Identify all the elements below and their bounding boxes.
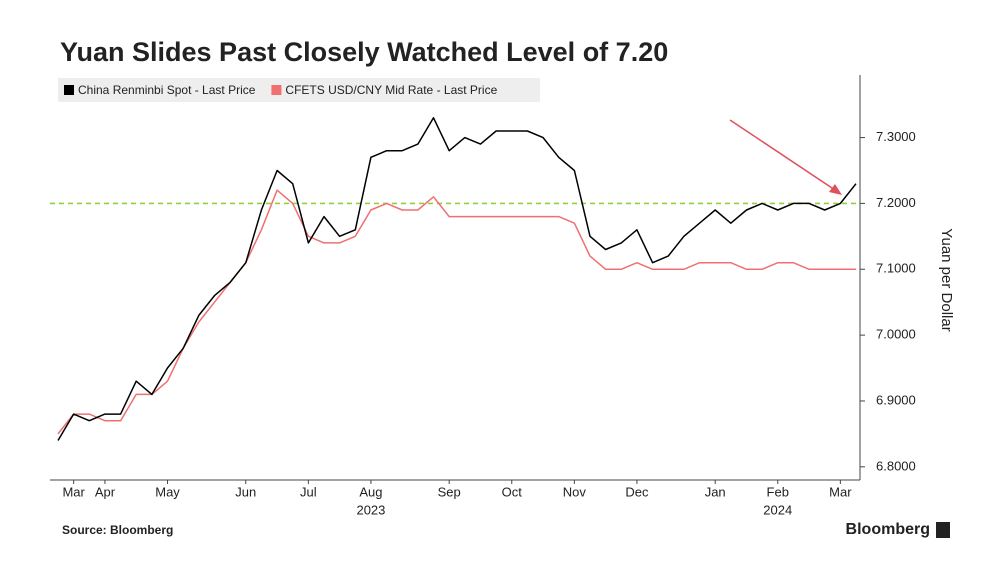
legend-swatch: [64, 85, 74, 95]
x-tick-label: Jun: [235, 484, 256, 499]
annotation-arrow: [729, 119, 839, 193]
x-tick-label: Oct: [502, 484, 523, 499]
x-tick-label: Apr: [95, 484, 116, 499]
x-tick-label: Mar: [62, 484, 85, 499]
y-axis-label: Yuan per Dollar: [938, 228, 955, 331]
chart-title: Yuan Slides Past Closely Watched Level o…: [60, 37, 668, 67]
x-tick-label: Aug: [359, 484, 382, 499]
y-tick-label: 7.1000: [876, 261, 916, 276]
x-tick-label: Feb: [767, 484, 789, 499]
x-tick-label: Jul: [300, 484, 317, 499]
y-tick-label: 6.9000: [876, 392, 916, 407]
x-tick-label: Sep: [438, 484, 461, 499]
legend-label: CFETS USD/CNY Mid Rate - Last Price: [285, 83, 497, 97]
arrow-head: [829, 184, 842, 195]
brand-icon: [936, 522, 950, 538]
brand: Bloomberg: [846, 521, 930, 538]
legend-label: China Renminbi Spot - Last Price: [78, 83, 256, 97]
year-label: 2023: [356, 502, 385, 517]
series-line: [57, 189, 856, 435]
x-tick-label: May: [155, 484, 180, 499]
y-tick-label: 7.0000: [876, 327, 916, 342]
source: Source: Bloomberg: [62, 523, 173, 537]
y-tick-label: 7.3000: [876, 129, 916, 144]
x-tick-label: Nov: [563, 484, 587, 499]
y-tick-label: 7.2000: [876, 195, 916, 210]
legend-box: [58, 78, 540, 102]
y-tick-label: 6.8000: [876, 458, 916, 473]
x-tick-label: Mar: [829, 484, 852, 499]
x-tick-label: Jan: [705, 484, 726, 499]
x-tick-label: Dec: [625, 484, 649, 499]
series-line: [57, 117, 857, 441]
year-label: 2024: [763, 502, 792, 517]
legend-swatch: [271, 85, 282, 95]
